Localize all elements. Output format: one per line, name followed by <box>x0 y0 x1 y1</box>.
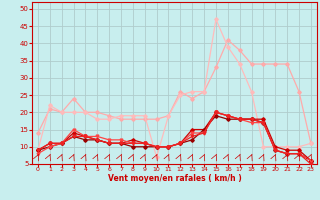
X-axis label: Vent moyen/en rafales ( km/h ): Vent moyen/en rafales ( km/h ) <box>108 174 241 183</box>
